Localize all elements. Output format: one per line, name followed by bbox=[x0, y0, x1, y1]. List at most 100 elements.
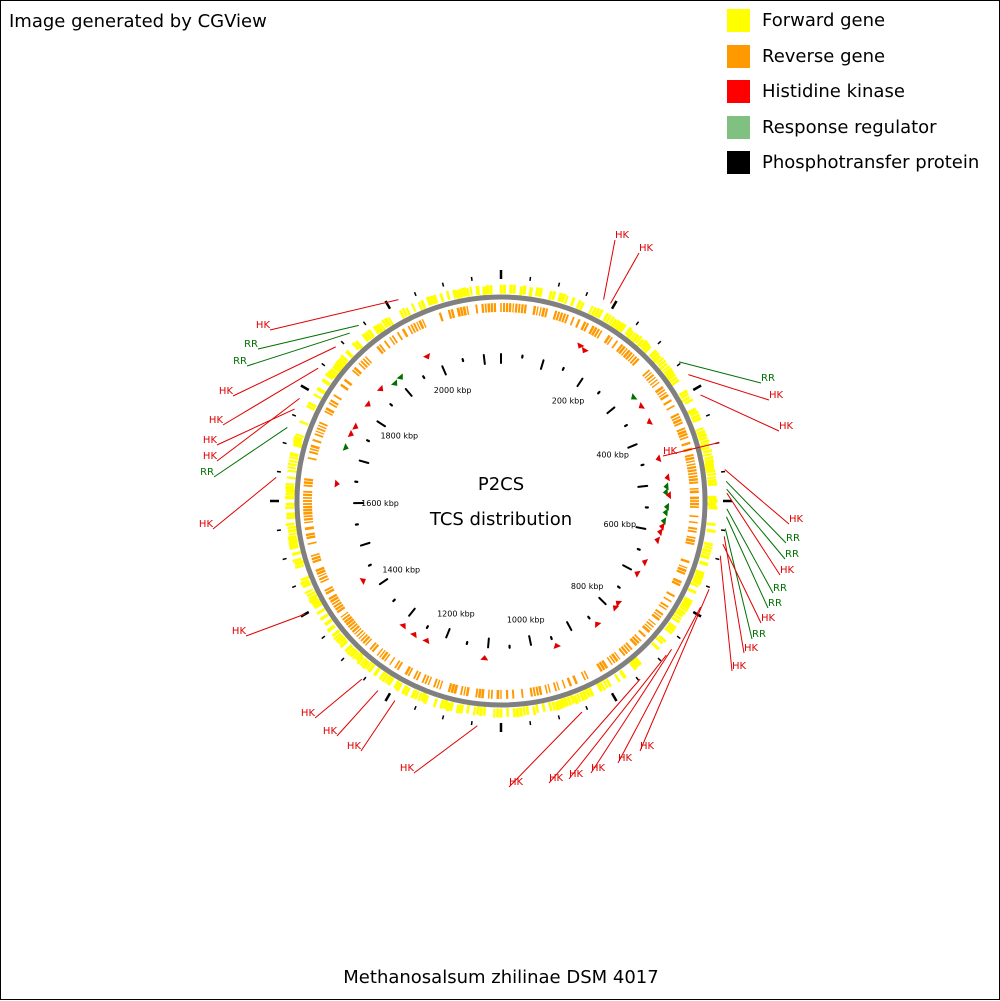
forward-gene bbox=[325, 620, 332, 625]
forward-gene bbox=[704, 457, 713, 459]
center-subtitle: TCS distribution bbox=[429, 509, 572, 530]
forward-gene bbox=[615, 674, 620, 682]
reverse-gene bbox=[476, 689, 477, 698]
rr-label: RR bbox=[773, 583, 787, 594]
reverse-gene bbox=[571, 317, 574, 325]
reverse-gene bbox=[667, 406, 675, 410]
outer-tick bbox=[677, 363, 680, 365]
hk-label: HK bbox=[780, 565, 795, 576]
reverse-gene bbox=[304, 522, 313, 523]
histidine-kinase-marker bbox=[554, 643, 561, 649]
forward-gene bbox=[534, 706, 535, 715]
histidine-kinase-marker bbox=[348, 430, 354, 437]
reverse-gene bbox=[525, 305, 526, 314]
reverse-gene bbox=[687, 536, 696, 538]
outer-tick bbox=[277, 530, 281, 531]
hk-label: HK bbox=[591, 763, 606, 774]
forward-gene bbox=[703, 450, 712, 452]
rr-label: RR bbox=[761, 373, 775, 384]
forward-gene bbox=[708, 484, 717, 485]
reverse-gene bbox=[522, 304, 523, 313]
reverse-gene bbox=[476, 305, 477, 314]
feature-leader-line bbox=[213, 477, 276, 529]
feature-leader-line bbox=[217, 409, 295, 445]
inner-major-tick bbox=[361, 543, 370, 546]
reverse-gene bbox=[458, 308, 460, 317]
reverse-gene bbox=[449, 310, 451, 319]
inner-minor-tick bbox=[367, 440, 369, 441]
rr-label: RR bbox=[233, 356, 247, 367]
outer-tick bbox=[658, 341, 661, 344]
reverse-gene bbox=[308, 458, 317, 460]
forward-gene bbox=[543, 703, 545, 712]
outer-tick bbox=[706, 415, 710, 417]
feature-leader-line bbox=[247, 333, 350, 366]
reverse-gene bbox=[554, 682, 557, 691]
rr-label: RR bbox=[768, 598, 782, 609]
outer-tick bbox=[721, 472, 725, 473]
outer-tick bbox=[415, 706, 417, 710]
reverse-gene bbox=[689, 482, 698, 483]
outer-tick bbox=[586, 292, 588, 296]
outer-tick bbox=[558, 715, 559, 719]
inner-major-tick bbox=[577, 379, 582, 386]
outer-tick bbox=[636, 677, 638, 680]
outer-tick bbox=[636, 322, 638, 325]
forward-gene bbox=[287, 467, 296, 468]
tick-label: 800 kbp bbox=[571, 582, 604, 591]
histidine-kinase-marker bbox=[647, 418, 653, 425]
outer-tick bbox=[530, 277, 531, 281]
reverse-gene bbox=[311, 554, 320, 557]
forward-gene bbox=[571, 297, 574, 305]
reverse-gene bbox=[533, 306, 535, 315]
feature-leader-line bbox=[611, 253, 639, 303]
reverse-gene bbox=[688, 473, 697, 474]
feature-leader-line bbox=[315, 679, 362, 718]
hk-label: HK bbox=[639, 243, 654, 254]
forward-gene bbox=[484, 707, 485, 716]
outer-tick bbox=[706, 586, 710, 588]
inner-minor-tick bbox=[390, 404, 392, 405]
outer-tick bbox=[292, 586, 296, 588]
inner-major-tick bbox=[541, 360, 544, 369]
forward-gene bbox=[454, 290, 456, 299]
forward-gene bbox=[317, 609, 325, 614]
histidine-kinase-marker bbox=[377, 385, 383, 391]
outer-tick bbox=[283, 443, 287, 444]
inner-major-tick bbox=[360, 461, 369, 463]
reverse-gene bbox=[688, 470, 697, 471]
reverse-gene bbox=[308, 542, 317, 544]
forward-gene bbox=[704, 543, 713, 545]
inner-minor-tick bbox=[598, 392, 599, 393]
reverse-gene bbox=[304, 516, 313, 517]
forward-gene bbox=[295, 562, 304, 565]
forward-gene bbox=[286, 514, 295, 515]
forward-gene bbox=[553, 291, 555, 300]
forward-gene bbox=[701, 556, 710, 558]
forward-gene bbox=[703, 454, 712, 456]
forward-gene bbox=[514, 285, 515, 294]
histidine-kinase-marker bbox=[634, 571, 640, 578]
forward-gene bbox=[447, 702, 449, 711]
hk-label: HK bbox=[199, 519, 214, 530]
forward-gene bbox=[477, 706, 478, 715]
forward-gene bbox=[477, 286, 478, 295]
reverse-gene bbox=[467, 687, 469, 696]
tick-label: 1800 kbp bbox=[380, 431, 418, 440]
forward-gene bbox=[290, 454, 299, 456]
outer-tick bbox=[341, 658, 344, 661]
forward-gene bbox=[288, 471, 297, 472]
forward-gene bbox=[300, 421, 308, 424]
reverse-gene bbox=[304, 479, 313, 480]
inner-major-tick bbox=[636, 527, 645, 529]
forward-gene bbox=[460, 704, 462, 713]
hk-label: HK bbox=[219, 386, 234, 397]
hk-label: HK bbox=[744, 643, 759, 654]
reverse-gene bbox=[531, 688, 532, 697]
histidine-kinase-marker bbox=[654, 537, 660, 545]
reverse-gene bbox=[455, 685, 457, 694]
forward-gene bbox=[287, 527, 296, 528]
outer-tick bbox=[472, 721, 473, 725]
hk-label: HK bbox=[789, 514, 804, 525]
